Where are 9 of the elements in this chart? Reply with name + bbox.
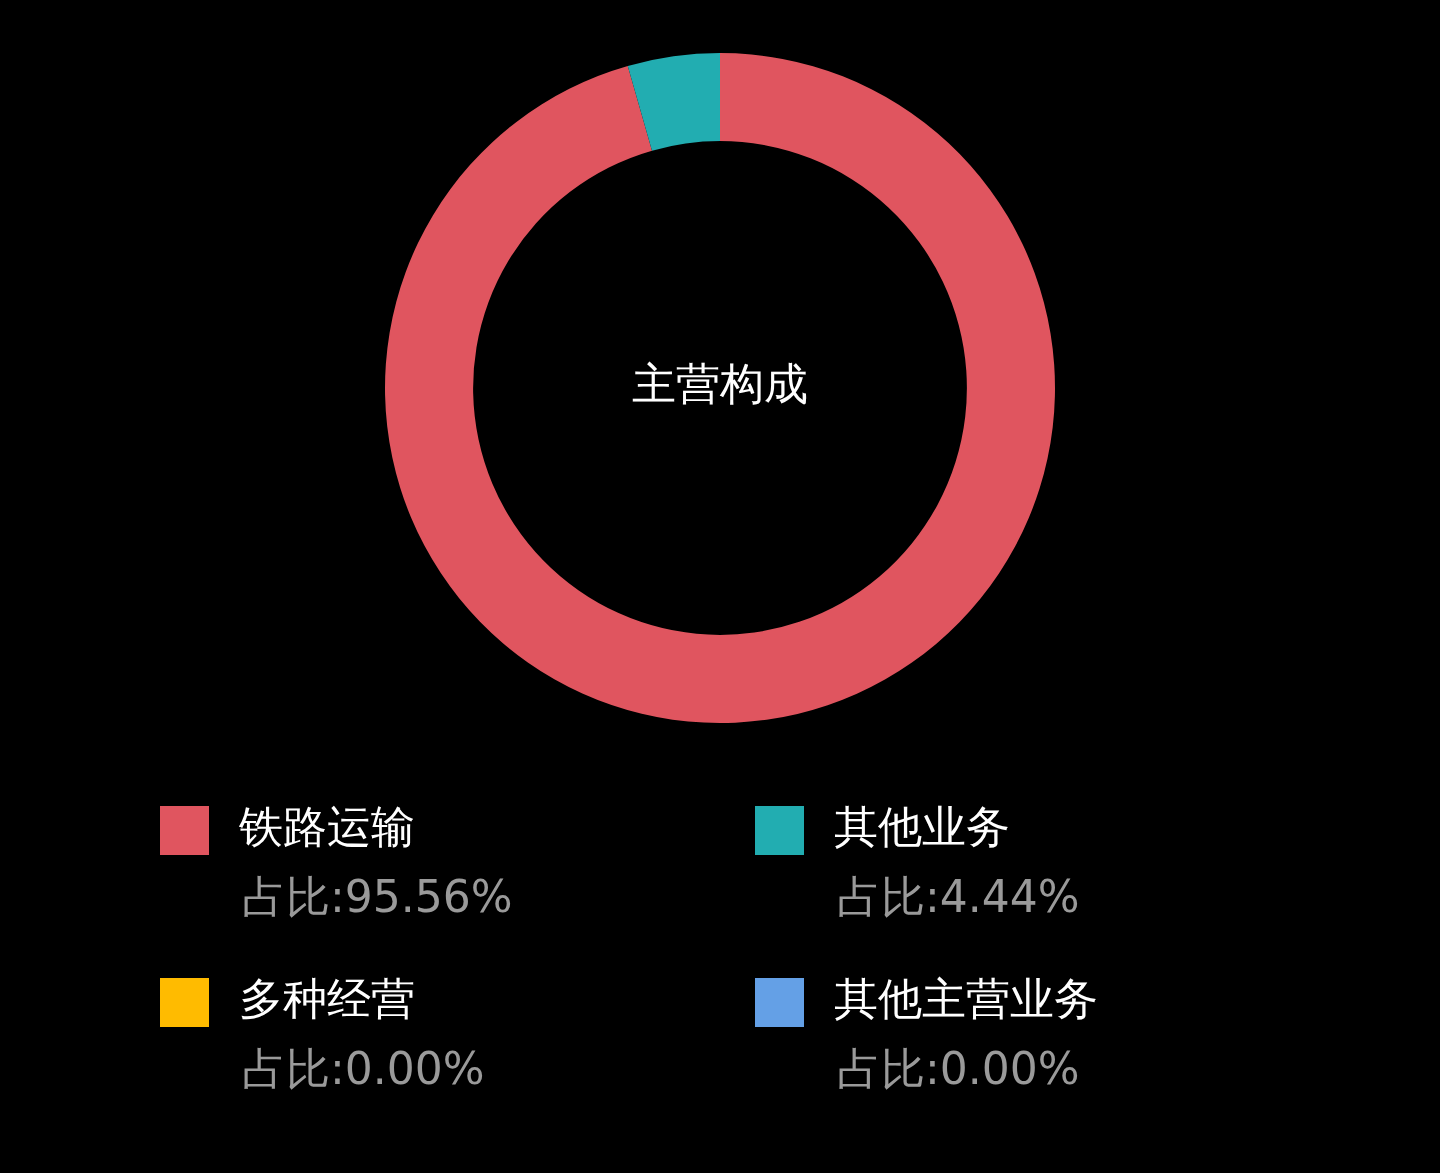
text: 占比:0.00% <box>837 1043 1080 1095</box>
legend-label: 铁路运输 <box>238 801 415 853</box>
legend-label: 其他业务 <box>834 801 1010 853</box>
text: 主营构成 <box>632 358 808 410</box>
data-label: 占比:95.56% <box>242 871 513 923</box>
legend-label: 其他主营业务 <box>834 973 1098 1025</box>
data-label: 占比:4.44% <box>837 871 1080 923</box>
legend-label: 多种经营 <box>239 973 415 1025</box>
text: 占比:0.00% <box>242 1043 485 1095</box>
